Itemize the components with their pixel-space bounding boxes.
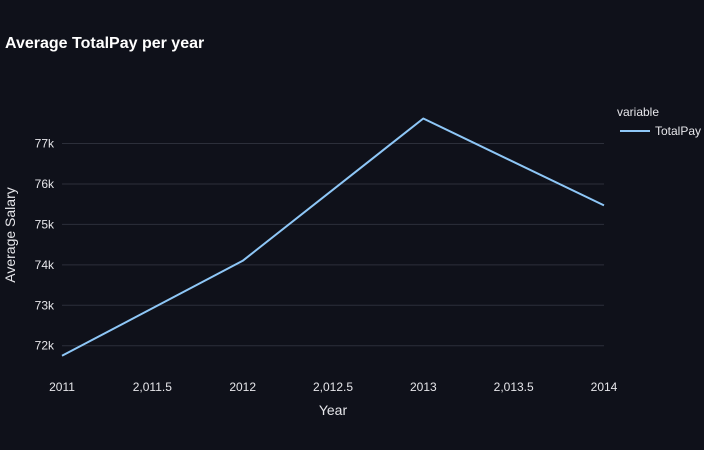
x-axis-title: Year: [319, 402, 348, 418]
y-axis-title: Average Salary: [2, 187, 18, 282]
x-tick-label: 2,011.5: [133, 380, 172, 394]
legend: variable TotalPay: [617, 105, 701, 138]
legend-title: variable: [617, 105, 659, 119]
x-tick-label: 2012: [229, 380, 256, 394]
grid-lines: [62, 143, 604, 347]
series-layer: [59, 115, 607, 359]
series-line-totalpay[interactable]: [61, 117, 605, 357]
data-point[interactable]: [240, 258, 246, 264]
x-tick-label: 2011: [49, 380, 75, 394]
data-point[interactable]: [420, 115, 426, 121]
y-tick-label: 72k: [35, 339, 55, 353]
y-tick-label: 74k: [35, 258, 55, 272]
x-tick-label: 2,013.5: [494, 380, 534, 394]
x-tick-label: 2,012.5: [313, 380, 353, 394]
y-tick-label: 75k: [35, 217, 55, 231]
chart-title: Average TotalPay per year: [5, 35, 205, 52]
y-tick-label: 73k: [35, 298, 55, 312]
x-axis-ticks: 2011 2,011.5 2012 2,012.5 2013 2,013.5 2014: [49, 380, 618, 394]
y-axis-ticks: 72k 73k 74k 75k 76k 77k: [35, 137, 55, 353]
x-tick-label: 2013: [410, 380, 437, 394]
y-tick-label: 76k: [35, 177, 55, 191]
y-tick-label: 77k: [35, 137, 55, 151]
data-point[interactable]: [601, 202, 607, 208]
x-tick-label: 2014: [591, 380, 618, 394]
legend-label-totalpay[interactable]: TotalPay: [655, 124, 701, 138]
data-point[interactable]: [59, 353, 65, 359]
